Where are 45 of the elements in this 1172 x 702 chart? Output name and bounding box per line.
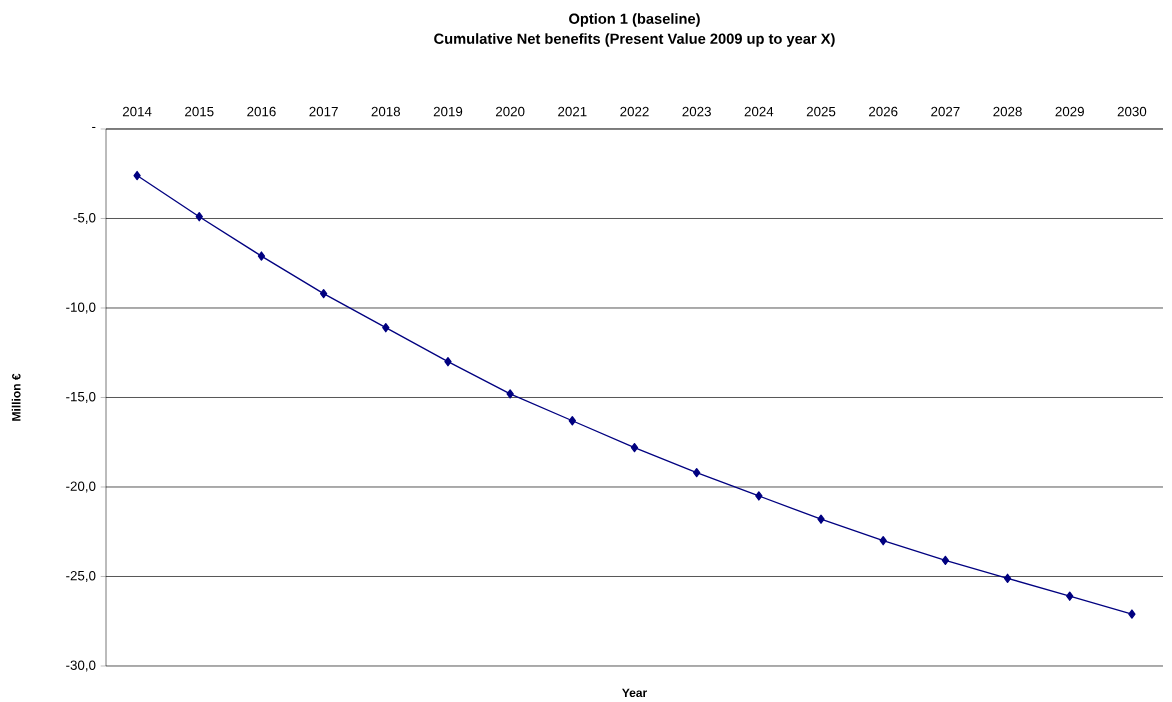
x-tick-label: 2019 xyxy=(433,106,463,117)
x-axis-title: Year xyxy=(622,688,648,698)
point xyxy=(568,416,576,426)
point xyxy=(630,442,639,453)
point xyxy=(1066,591,1074,601)
point xyxy=(693,468,701,478)
x-tick-label: 2015 xyxy=(185,106,214,117)
point xyxy=(319,289,328,299)
x-tick-label: 2026 xyxy=(869,106,898,117)
x-tick-label: 2028 xyxy=(993,106,1022,117)
chart-title: Option 1 (baseline) xyxy=(569,13,700,27)
point xyxy=(257,251,266,261)
y-tick-label: -30,0 xyxy=(66,660,96,672)
x-tick-label: 2016 xyxy=(247,106,276,117)
x-tick-label: 2029 xyxy=(1055,106,1084,117)
point xyxy=(817,514,825,524)
y-tick-label: -20,0 xyxy=(66,481,96,493)
x-tick-label: 2022 xyxy=(620,106,649,117)
x-tick-label: 2023 xyxy=(682,106,711,117)
point xyxy=(506,389,514,399)
x-tick-label: 2025 xyxy=(806,106,836,117)
point xyxy=(382,323,390,333)
point xyxy=(444,357,452,367)
x-tick-label: 2014 xyxy=(122,106,152,117)
x-tick-label: 2020 xyxy=(495,106,525,117)
y-tick-label: -5,0 xyxy=(73,212,96,224)
x-tick-label: 2017 xyxy=(309,106,338,117)
point xyxy=(755,491,763,501)
x-tick-label: 2027 xyxy=(931,106,960,117)
y-tick-label: - xyxy=(92,126,96,128)
x-tick-label: 2021 xyxy=(558,106,587,117)
chart-subtitle: Cumulative Net benefits (Present Value 2009 up to year X) xyxy=(434,33,835,47)
x-tick-label: 2024 xyxy=(744,106,774,117)
point xyxy=(1003,573,1012,583)
y-tick-label: -25,0 xyxy=(66,570,96,582)
point xyxy=(941,555,950,566)
x-tick-label: 2030 xyxy=(1117,106,1147,117)
y-tick-label: -15,0 xyxy=(66,391,96,403)
point xyxy=(879,536,887,546)
x-tick-label: 2018 xyxy=(371,106,401,117)
y-tick-label: -10,0 xyxy=(66,302,96,314)
point xyxy=(1128,609,1136,619)
y-axis-title: Million € xyxy=(11,373,21,421)
point xyxy=(133,170,141,181)
point xyxy=(195,212,203,222)
